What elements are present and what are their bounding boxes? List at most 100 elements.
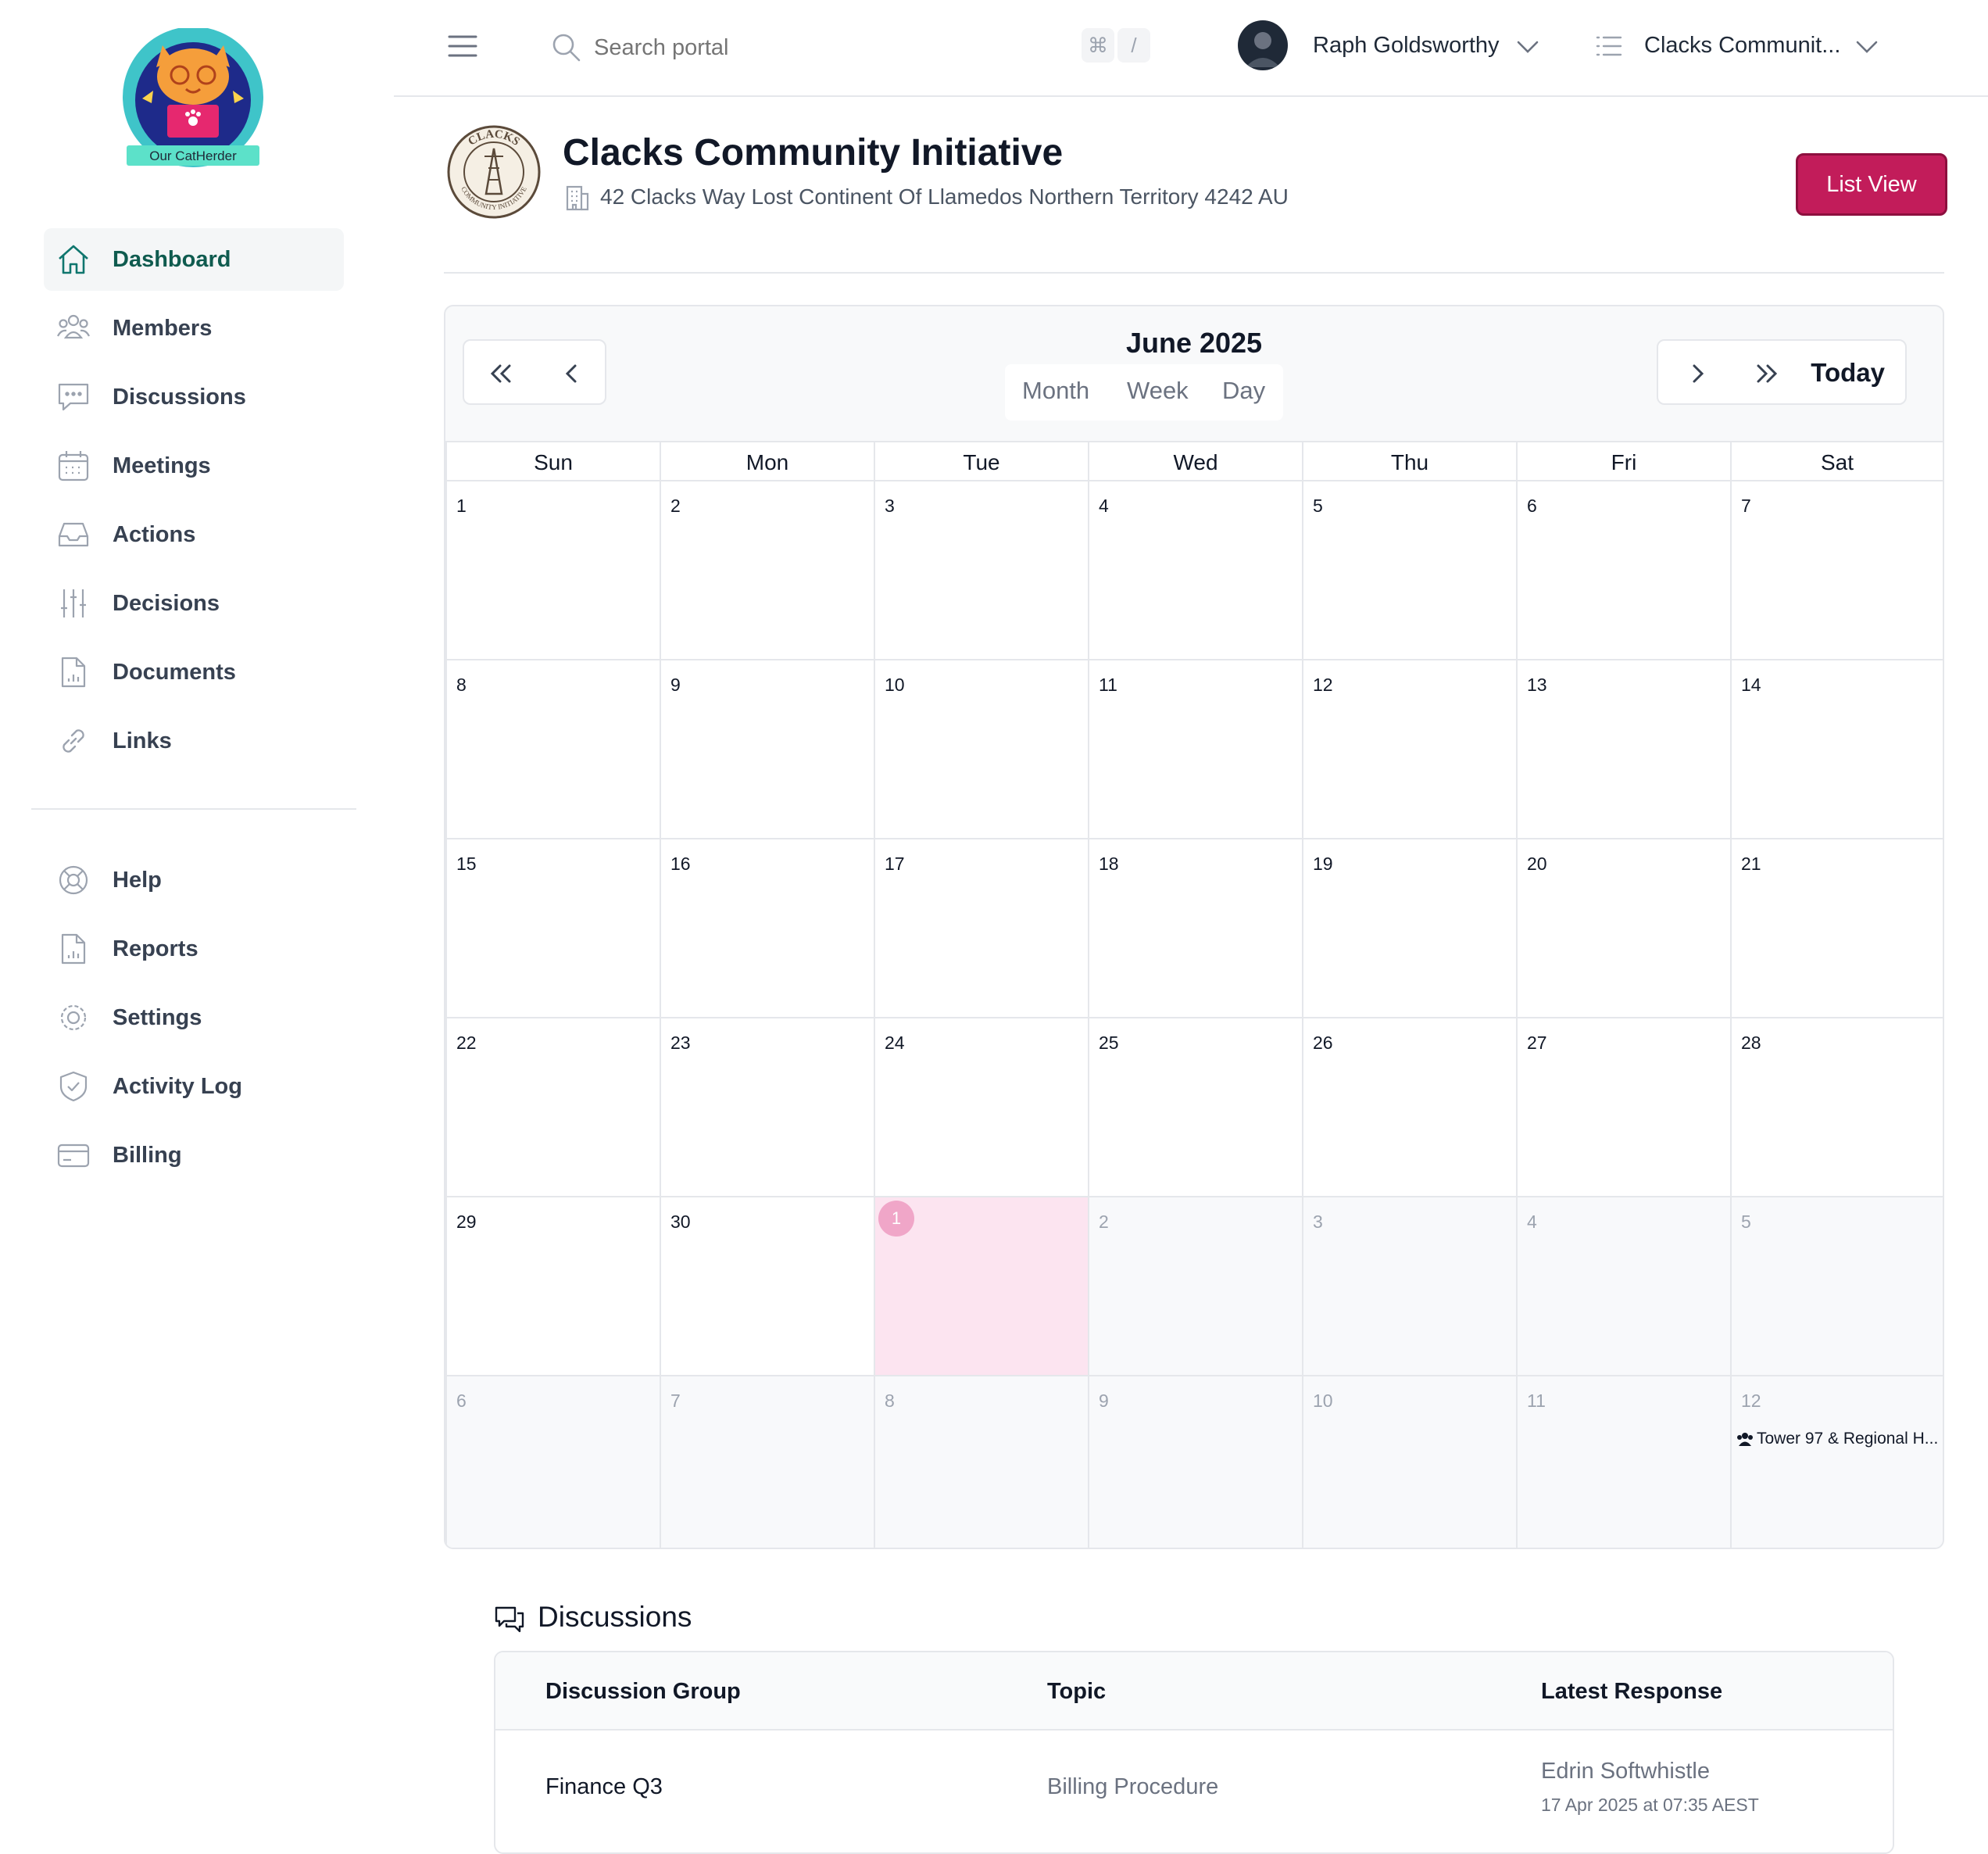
calendar-day-cell[interactable]: 5 <box>1302 481 1516 660</box>
calendar-day-cell[interactable]: 20 <box>1516 839 1730 1018</box>
user-menu-name[interactable]: Raph Goldsworthy <box>1313 33 1500 58</box>
day-number: 13 <box>1527 675 1547 695</box>
sidebar-item-members[interactable]: Members <box>44 297 344 360</box>
today-button[interactable]: Today <box>1811 358 1885 387</box>
calendar-day-cell[interactable]: 1 <box>445 481 660 660</box>
chevron-down-icon[interactable] <box>1516 39 1539 55</box>
view-month-button[interactable]: Month <box>1022 377 1090 404</box>
day-number: 2 <box>1099 1212 1109 1232</box>
sidebar-item-billing[interactable]: Billing <box>44 1124 344 1186</box>
credit-card-icon <box>57 1144 90 1168</box>
calendar-day-cell[interactable]: 11 <box>1088 660 1302 839</box>
sidebar-item-dashboard[interactable]: Dashboard <box>44 228 344 291</box>
search-input[interactable] <box>592 28 1033 67</box>
calendar-toolbar: June 2025 Month Week Day Today <box>445 306 1943 441</box>
sidebar-item-decisions[interactable]: Decisions <box>44 572 344 635</box>
calendar-day-cell[interactable]: 12 <box>1302 660 1516 839</box>
sidebar-item-reports[interactable]: Reports <box>44 918 344 980</box>
calendar-day-cell[interactable]: 9 <box>1088 1376 1302 1548</box>
day-number: 8 <box>885 1390 895 1411</box>
users-icon <box>57 314 90 339</box>
sidebar-item-label: Reports <box>113 936 198 961</box>
calendar-day-cell[interactable]: 30 <box>660 1197 874 1376</box>
calendar-day-cell[interactable]: 8 <box>445 660 660 839</box>
sidebar-item-discussions[interactable]: Discussions <box>44 366 344 428</box>
shortcut-key-command: ⌘ <box>1082 28 1114 63</box>
calendar-day-cell[interactable]: 4 <box>1516 1197 1730 1376</box>
sidebar-item-actions[interactable]: Actions <box>44 503 344 566</box>
discussions-table: Discussion Group Topic Latest Response F… <box>494 1651 1894 1854</box>
sidebar-item-help[interactable]: Help <box>44 849 344 911</box>
cat-herder-logo[interactable]: Our CatHerder <box>119 28 267 167</box>
calendar-day-cell[interactable]: 17 <box>874 839 1088 1018</box>
sidebar-item-links[interactable]: Links <box>44 710 344 772</box>
calendar-day-cell[interactable]: 7 <box>1730 481 1943 660</box>
calendar-day-cell[interactable]: 12 Tower 97 & Regional H... <box>1730 1376 1943 1548</box>
double-chevron-left-icon[interactable] <box>481 353 522 394</box>
home-icon <box>59 245 88 274</box>
calendar-day-cell[interactable]: 10 <box>1302 1376 1516 1548</box>
org-switcher-name[interactable]: Clacks Communit... <box>1644 33 1841 58</box>
chat-bubble-icon <box>58 383 89 411</box>
chevron-left-icon[interactable] <box>552 353 592 394</box>
calendar-day-cell[interactable]: 24 <box>874 1018 1088 1197</box>
calendar-day-cell[interactable]: 18 <box>1088 839 1302 1018</box>
calendar-day-cell[interactable]: 13 <box>1516 660 1730 839</box>
day-number: 26 <box>1313 1033 1333 1053</box>
calendar-day-cell[interactable]: 19 <box>1302 839 1516 1018</box>
calendar-day-cell[interactable]: 1 <box>874 1197 1088 1376</box>
calendar-day-cell[interactable]: 6 <box>445 1376 660 1548</box>
sidebar-item-meetings[interactable]: Meetings <box>44 435 344 497</box>
calendar-day-cell[interactable]: 25 <box>1088 1018 1302 1197</box>
day-number: 8 <box>456 675 467 695</box>
list-view-button[interactable]: List View <box>1796 153 1947 216</box>
topic-cell[interactable]: Billing Procedure <box>1047 1774 1219 1799</box>
calendar-day-cell[interactable]: 4 <box>1088 481 1302 660</box>
calendar-day-cell[interactable]: 3 <box>874 481 1088 660</box>
calendar-day-cell[interactable]: 21 <box>1730 839 1943 1018</box>
calendar-title: June 2025 <box>1125 327 1263 359</box>
calendar-day-cell[interactable]: 26 <box>1302 1018 1516 1197</box>
calendar-day-cell[interactable]: 3 <box>1302 1197 1516 1376</box>
calendar-day-cell[interactable]: 11 <box>1516 1376 1730 1548</box>
hamburger-menu-icon[interactable] <box>447 33 478 59</box>
latest-responder: Edrin Softwhistle <box>1541 1759 1710 1784</box>
calendar-day-cell[interactable]: 27 <box>1516 1018 1730 1197</box>
today-date-badge: 1 <box>878 1201 914 1237</box>
column-header-latest-response: Latest Response <box>1541 1679 1723 1704</box>
sidebar-item-settings[interactable]: Settings <box>44 986 344 1049</box>
shortcut-key-slash: / <box>1117 28 1150 63</box>
sidebar-item-documents[interactable]: Documents <box>44 641 344 703</box>
calendar-day-cell[interactable]: 23 <box>660 1018 874 1197</box>
link-icon <box>63 729 84 753</box>
chevron-right-icon[interactable] <box>1677 353 1718 394</box>
calendar-day-cell[interactable]: 6 <box>1516 481 1730 660</box>
calendar-day-cell[interactable]: 28 <box>1730 1018 1943 1197</box>
calendar-day-cell[interactable]: 2 <box>1088 1197 1302 1376</box>
discussion-group-cell[interactable]: Finance Q3 <box>545 1774 663 1799</box>
view-week-button[interactable]: Week <box>1127 377 1189 404</box>
nav-divider <box>31 808 356 810</box>
calendar-day-cell[interactable]: 14 <box>1730 660 1943 839</box>
avatar[interactable] <box>1238 20 1288 70</box>
double-chevron-right-icon[interactable] <box>1746 353 1786 394</box>
calendar-event[interactable]: Tower 97 & Regional H... <box>1736 1430 1940 1448</box>
sidebar-item-label: Dashboard <box>113 246 231 272</box>
calendar-day-cell[interactable]: 5 <box>1730 1197 1943 1376</box>
calendar-day-cell[interactable]: 10 <box>874 660 1088 839</box>
sidebar-item-activity-log[interactable]: Activity Log <box>44 1055 344 1118</box>
calendar-day-cell[interactable]: 22 <box>445 1018 660 1197</box>
calendar-day-cell[interactable]: 8 <box>874 1376 1088 1548</box>
calendar-day-cell[interactable]: 7 <box>660 1376 874 1548</box>
chevron-down-icon[interactable] <box>1855 39 1879 55</box>
view-day-button[interactable]: Day <box>1222 377 1266 404</box>
calendar-day-cell[interactable]: 15 <box>445 839 660 1018</box>
calendar-day-cell[interactable]: 16 <box>660 839 874 1018</box>
day-number: 3 <box>885 496 895 516</box>
day-number: 7 <box>1741 496 1751 516</box>
calendar-day-cell[interactable]: 2 <box>660 481 874 660</box>
calendar-day-cell[interactable]: 9 <box>660 660 874 839</box>
day-number: 10 <box>885 675 905 695</box>
sidebar-item-label: Meetings <box>113 453 211 478</box>
calendar-day-cell[interactable]: 29 <box>445 1197 660 1376</box>
